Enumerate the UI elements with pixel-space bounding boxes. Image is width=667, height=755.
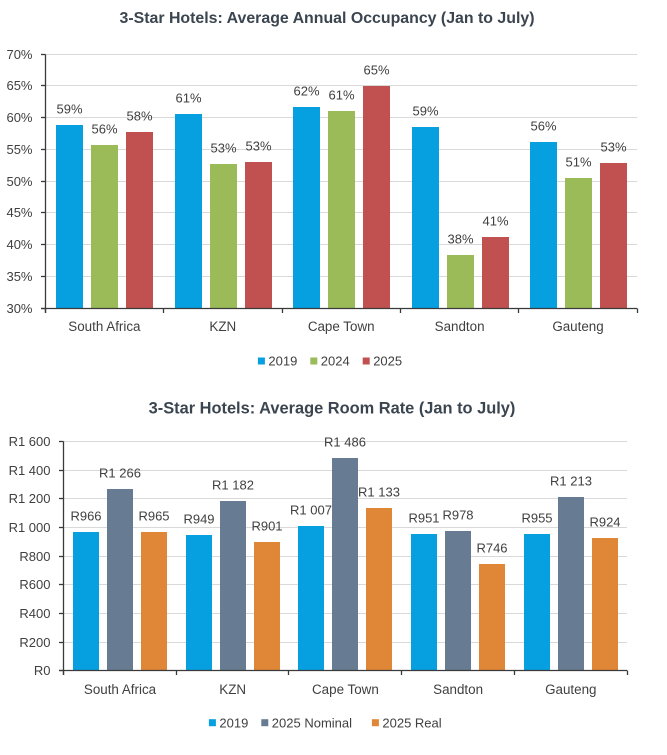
svg-text:R1 007: R1 007 bbox=[290, 502, 332, 517]
svg-text:R1 000: R1 000 bbox=[9, 520, 51, 535]
svg-text:50%: 50% bbox=[6, 174, 32, 189]
svg-text:R746: R746 bbox=[476, 540, 507, 555]
svg-text:53%: 53% bbox=[600, 139, 626, 154]
svg-text:R955: R955 bbox=[521, 510, 552, 525]
svg-text:R978: R978 bbox=[442, 507, 473, 522]
svg-text:R965: R965 bbox=[138, 508, 169, 523]
svg-text:3-Star Hotels: Average Annual: 3-Star Hotels: Average Annual Occupancy … bbox=[119, 10, 534, 27]
svg-text:R600: R600 bbox=[19, 577, 50, 592]
svg-text:R966: R966 bbox=[70, 508, 101, 523]
svg-text:53%: 53% bbox=[210, 140, 236, 155]
svg-text:2025 Real: 2025 Real bbox=[382, 715, 441, 730]
svg-text:3-Star Hotels: Average Room Ra: 3-Star Hotels: Average Room Rate (Jan to… bbox=[149, 400, 516, 418]
svg-text:59%: 59% bbox=[412, 103, 438, 118]
svg-text:R1 600: R1 600 bbox=[9, 434, 51, 449]
svg-text:2024: 2024 bbox=[321, 354, 350, 369]
svg-text:Cape Town: Cape Town bbox=[312, 682, 379, 697]
svg-text:R1 213: R1 213 bbox=[550, 473, 592, 488]
svg-text:R400: R400 bbox=[19, 606, 50, 621]
svg-text:R0: R0 bbox=[34, 663, 51, 678]
svg-text:Gauteng: Gauteng bbox=[545, 682, 596, 697]
svg-text:40%: 40% bbox=[6, 237, 32, 252]
svg-text:Gauteng: Gauteng bbox=[552, 319, 603, 334]
svg-text:South Africa: South Africa bbox=[84, 682, 157, 697]
svg-text:56%: 56% bbox=[530, 118, 556, 133]
svg-text:41%: 41% bbox=[482, 213, 508, 228]
svg-text:South Africa: South Africa bbox=[68, 319, 141, 334]
svg-text:58%: 58% bbox=[126, 108, 152, 123]
svg-text:51%: 51% bbox=[565, 154, 591, 169]
svg-text:70%: 70% bbox=[6, 47, 32, 62]
svg-text:KZN: KZN bbox=[209, 319, 236, 334]
svg-text:45%: 45% bbox=[6, 205, 32, 220]
svg-text:53%: 53% bbox=[245, 138, 271, 153]
svg-text:59%: 59% bbox=[56, 101, 82, 116]
svg-text:2019: 2019 bbox=[268, 354, 297, 369]
svg-text:35%: 35% bbox=[6, 269, 32, 284]
svg-text:R924: R924 bbox=[589, 514, 620, 529]
svg-text:R1 486: R1 486 bbox=[324, 434, 366, 449]
svg-text:56%: 56% bbox=[91, 121, 117, 136]
svg-text:R1 200: R1 200 bbox=[9, 491, 51, 506]
svg-text:61%: 61% bbox=[328, 87, 354, 102]
svg-text:Sandton: Sandton bbox=[433, 682, 483, 697]
svg-text:2025: 2025 bbox=[373, 354, 402, 369]
svg-text:R800: R800 bbox=[19, 549, 50, 564]
svg-text:R951: R951 bbox=[408, 510, 439, 525]
svg-text:R1 400: R1 400 bbox=[9, 463, 51, 478]
svg-text:60%: 60% bbox=[6, 110, 32, 125]
svg-text:65%: 65% bbox=[6, 78, 32, 93]
svg-text:Sandton: Sandton bbox=[435, 319, 485, 334]
svg-text:2025 Nominal: 2025 Nominal bbox=[272, 715, 352, 730]
svg-text:R1 266: R1 266 bbox=[99, 465, 141, 480]
svg-text:65%: 65% bbox=[363, 62, 389, 77]
svg-text:Cape Town: Cape Town bbox=[308, 319, 375, 334]
svg-text:R1 182: R1 182 bbox=[212, 477, 254, 492]
svg-text:62%: 62% bbox=[293, 83, 319, 98]
svg-text:KZN: KZN bbox=[219, 682, 246, 697]
svg-text:61%: 61% bbox=[175, 90, 201, 105]
svg-text:2019: 2019 bbox=[219, 715, 248, 730]
svg-text:R901: R901 bbox=[251, 518, 282, 533]
svg-text:30%: 30% bbox=[6, 301, 32, 316]
svg-text:R949: R949 bbox=[183, 511, 214, 526]
svg-text:R200: R200 bbox=[19, 635, 50, 650]
svg-text:38%: 38% bbox=[447, 231, 473, 246]
svg-text:R1 133: R1 133 bbox=[358, 484, 400, 499]
svg-text:55%: 55% bbox=[6, 142, 32, 157]
